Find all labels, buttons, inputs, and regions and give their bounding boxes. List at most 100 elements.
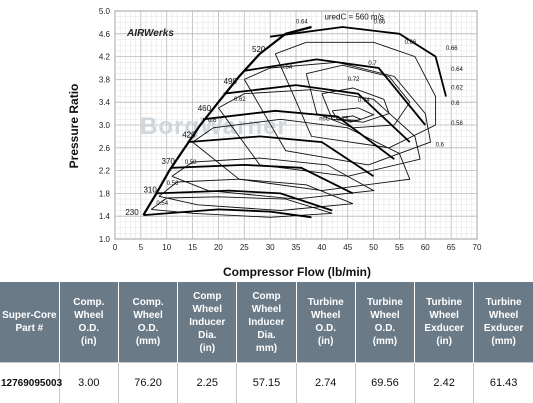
column-header-line: Comp	[239, 290, 293, 303]
table-cell: 12769095003	[0, 363, 59, 403]
speed-line-label: 370	[162, 157, 176, 166]
column-header-line: Comp	[180, 290, 234, 303]
y-tick-label: 1.8	[99, 189, 111, 198]
x-tick-label: 35	[292, 243, 301, 252]
y-tick-label: 3.0	[99, 121, 111, 130]
column-header-line: (in)	[180, 342, 234, 355]
efficiency-label: nsC = 0.75	[319, 116, 349, 122]
efficiency-label: 0.64	[280, 65, 292, 71]
brand-logo: AIRWerks	[126, 28, 174, 39]
speed-line-label: 490	[224, 77, 238, 86]
table-cell: 2.74	[296, 363, 355, 403]
efficiency-label: 0.58	[451, 121, 463, 127]
speed-line-label: 230	[125, 208, 139, 217]
column-header-line: Wheel	[62, 309, 116, 322]
x-tick-label: 0	[113, 243, 118, 252]
column-header-line: Wheel	[299, 309, 353, 322]
y-tick-label: 1.4	[99, 212, 111, 221]
column-header-line: Dia.	[239, 329, 293, 342]
column-header-line: Exducer	[417, 322, 471, 335]
speed-line-label: 310	[143, 185, 157, 194]
column-header-line: Wheel	[239, 303, 293, 316]
efficiency-label: 0.64	[296, 20, 308, 26]
column-header-line: Wheel	[476, 309, 531, 322]
efficiency-label: 0.54	[156, 201, 168, 207]
y-tick-label: 4.6	[99, 30, 111, 39]
speed-line-label: 460	[198, 104, 212, 113]
column-header-line: Inducer	[180, 316, 234, 329]
column-header-line: Super-Core	[2, 309, 57, 322]
efficiency-label: 0.62	[451, 86, 463, 92]
column-header-line: Wheel	[417, 309, 471, 322]
x-tick-label: 5	[139, 243, 144, 252]
x-tick-label: 25	[240, 243, 249, 252]
y-axis-title: Pressure Ratio	[67, 84, 81, 169]
y-axis-ticks: 1.01.41.82.22.63.03.43.84.24.65.0	[99, 7, 111, 244]
table-cell: 76.20	[118, 363, 177, 403]
column-header-line: Turbine	[417, 296, 471, 309]
efficiency-label: 0.64	[451, 67, 463, 73]
column-header-line: Inducer	[239, 316, 293, 329]
x-tick-label: 45	[343, 243, 352, 252]
x-tick-label: 55	[395, 243, 404, 252]
table-cell: 57.15	[237, 363, 296, 403]
efficiency-label: 0.66	[446, 46, 458, 52]
column-header-line: (in)	[417, 335, 471, 348]
x-tick-label: 10	[162, 243, 171, 252]
speed-line-label: 520	[252, 45, 266, 54]
x-tick-label: 15	[188, 243, 197, 252]
efficiency-label: 0.66	[405, 40, 417, 46]
column-header-line: (mm)	[121, 335, 175, 348]
speed-line-label: 420	[182, 131, 196, 140]
column-header-line: Turbine	[358, 296, 412, 309]
y-tick-label: 5.0	[99, 7, 111, 16]
x-tick-label: 70	[473, 243, 482, 252]
efficiency-label: 0.56	[167, 181, 179, 187]
x-tick-label: 65	[447, 243, 456, 252]
table-cell: 3.00	[59, 363, 118, 403]
x-tick-label: 50	[369, 243, 378, 252]
y-tick-label: 3.4	[99, 98, 111, 107]
table-cell: 2.25	[178, 363, 237, 403]
table-cell: 61.43	[474, 363, 533, 403]
table-cell: 2.42	[415, 363, 474, 403]
column-header-line: Exducer	[476, 322, 531, 335]
column-header-line: Wheel	[121, 309, 175, 322]
column-header-line: Comp.	[62, 296, 116, 309]
column-header-line: (mm)	[358, 335, 412, 348]
column-header-line: O.D.	[299, 322, 353, 335]
y-tick-label: 4.2	[99, 53, 111, 62]
y-tick-label: 1.0	[99, 235, 111, 244]
efficiency-label: 0.62	[234, 97, 246, 103]
column-header-line: Part #	[2, 322, 57, 335]
column-header-line: (in)	[62, 335, 116, 348]
column-header-line: Dia.	[180, 329, 234, 342]
column-header-line: (in)	[299, 335, 353, 348]
x-tick-label: 20	[214, 243, 223, 252]
column-header-line: O.D.	[358, 322, 412, 335]
y-tick-label: 2.6	[99, 144, 111, 153]
efficiency-label: 0.6	[208, 118, 217, 124]
efficiency-label: 0.74	[358, 98, 370, 104]
column-header-line: O.D.	[121, 322, 175, 335]
efficiency-label: 0.58	[185, 160, 197, 166]
watermark-logo: BorgWarner	[140, 113, 288, 140]
column-header-line: Turbine	[299, 296, 353, 309]
column-header-line: Turbine	[476, 296, 531, 309]
efficiency-label: 0.7	[368, 61, 377, 67]
efficiency-label: 0.72	[348, 77, 360, 83]
